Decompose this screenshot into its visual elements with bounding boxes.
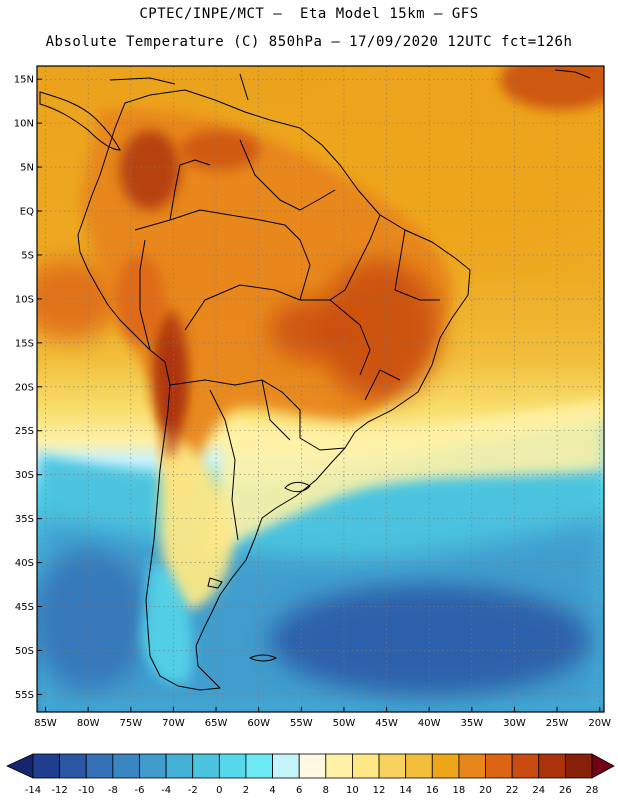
colorbar-label: 20 bbox=[479, 785, 492, 796]
map-frame bbox=[36, 65, 605, 713]
colorbar-label: -12 bbox=[51, 785, 67, 796]
colorbar-label: 10 bbox=[346, 785, 359, 796]
lat-label: 15S bbox=[15, 338, 34, 349]
colorbar-swatch bbox=[431, 753, 460, 779]
lon-label: 80W bbox=[77, 718, 100, 729]
colorbar-label: 28 bbox=[586, 785, 599, 796]
colorbar-swatch bbox=[112, 753, 140, 779]
lat-label: 10S bbox=[15, 294, 34, 305]
graticule bbox=[37, 66, 604, 712]
lat-label: 10N bbox=[14, 119, 34, 130]
colorbar-swatch bbox=[59, 753, 87, 779]
colorbar-label: 4 bbox=[269, 785, 275, 796]
lon-label: 35W bbox=[461, 718, 484, 729]
colorbar: -14 -12 -10 -8 -6 -4 -2 0 2 4 6 8 10 12 14 16 18 20 22 24 26… bbox=[6, 753, 615, 796]
colorbar-label: -14 bbox=[25, 785, 41, 796]
colorbar-label: 14 bbox=[399, 785, 412, 796]
lat-label: 20S bbox=[15, 382, 34, 393]
lon-label: 25W bbox=[546, 718, 569, 729]
temperature-field bbox=[37, 66, 604, 712]
lat-label: 55S bbox=[15, 690, 34, 701]
colorbar-label: 8 bbox=[323, 785, 329, 796]
lat-label: 5S bbox=[21, 250, 34, 261]
colorbar-swatch bbox=[485, 753, 513, 779]
colorbar-under-arrow bbox=[6, 753, 34, 779]
colorbar-swatch bbox=[139, 753, 167, 779]
colorbar-swatch bbox=[458, 753, 486, 779]
lon-label: 65W bbox=[205, 718, 228, 729]
colorbar-label: 2 bbox=[243, 785, 249, 796]
lon-label: 60W bbox=[247, 718, 270, 729]
latitude-labels: 15N 10N 5N EQ 5S 10S 15S 20S 25S 30S 35S 40S 45S 50S 5… bbox=[14, 75, 42, 701]
lat-label: 40S bbox=[15, 558, 34, 569]
colorbar-swatch bbox=[564, 753, 593, 779]
colorbar-label: 22 bbox=[506, 785, 519, 796]
lon-label: 75W bbox=[119, 718, 142, 729]
title-line-2: Absolute Temperature (C) 850hPa – 17/09/… bbox=[45, 34, 573, 50]
colorbar-label: 16 bbox=[426, 785, 439, 796]
colorbar-swatch bbox=[192, 753, 220, 779]
colorbar-label: 6 bbox=[296, 785, 302, 796]
colorbar-label: 26 bbox=[559, 785, 572, 796]
colorbar-swatch bbox=[272, 753, 300, 779]
colorbar-label: -8 bbox=[108, 785, 118, 796]
lon-label: 45W bbox=[375, 718, 398, 729]
colorbar-label: -10 bbox=[78, 785, 94, 796]
colorbar-swatch bbox=[165, 753, 194, 779]
colorbar-label: -4 bbox=[161, 785, 171, 796]
lat-label: EQ bbox=[20, 207, 34, 218]
colorbar-label: 0 bbox=[216, 785, 222, 796]
colorbar-swatch bbox=[538, 753, 566, 779]
lat-label: 35S bbox=[15, 514, 34, 525]
lon-label: 85W bbox=[34, 718, 57, 729]
colorbar-label: 18 bbox=[453, 785, 466, 796]
longitude-labels: 85W 80W 75W 70W 65W 60W 55W 50W 45W 40W 35W 30W 25W 2… bbox=[34, 707, 611, 729]
lat-label: 15N bbox=[14, 75, 34, 86]
colorbar-swatch bbox=[511, 753, 540, 779]
colorbar-swatch bbox=[32, 753, 61, 779]
colorbar-label: -6 bbox=[134, 785, 144, 796]
lat-label: 45S bbox=[15, 602, 34, 613]
colorbar-swatch bbox=[352, 753, 380, 779]
colorbar-swatch bbox=[245, 753, 273, 779]
lon-label: 30W bbox=[503, 718, 526, 729]
colorbar-swatch bbox=[325, 753, 353, 779]
country-borders bbox=[77, 89, 471, 691]
lon-label: 55W bbox=[290, 718, 313, 729]
colorbar-swatch bbox=[405, 753, 433, 779]
colorbar-swatch bbox=[85, 753, 114, 779]
colorbar-label: -2 bbox=[188, 785, 198, 796]
lat-label: 5N bbox=[20, 163, 34, 174]
colorbar-over-arrow bbox=[591, 753, 615, 779]
colorbar-label: 12 bbox=[373, 785, 386, 796]
title-line-1: CPTEC/INPE/MCT – Eta Model 15km – GFS bbox=[139, 6, 479, 22]
colorbar-swatch bbox=[378, 753, 407, 779]
colorbar-swatch bbox=[298, 753, 327, 779]
lon-label: 20W bbox=[588, 718, 611, 729]
lon-label: 70W bbox=[162, 718, 185, 729]
lon-label: 40W bbox=[418, 718, 441, 729]
caribbean-outlines bbox=[39, 69, 591, 151]
colorbar-label: 24 bbox=[532, 785, 545, 796]
lat-label: 30S bbox=[15, 470, 34, 481]
lat-label: 25S bbox=[15, 426, 34, 437]
colorbar-swatch bbox=[218, 753, 247, 779]
lat-label: 50S bbox=[15, 646, 34, 657]
lon-label: 50W bbox=[333, 718, 356, 729]
